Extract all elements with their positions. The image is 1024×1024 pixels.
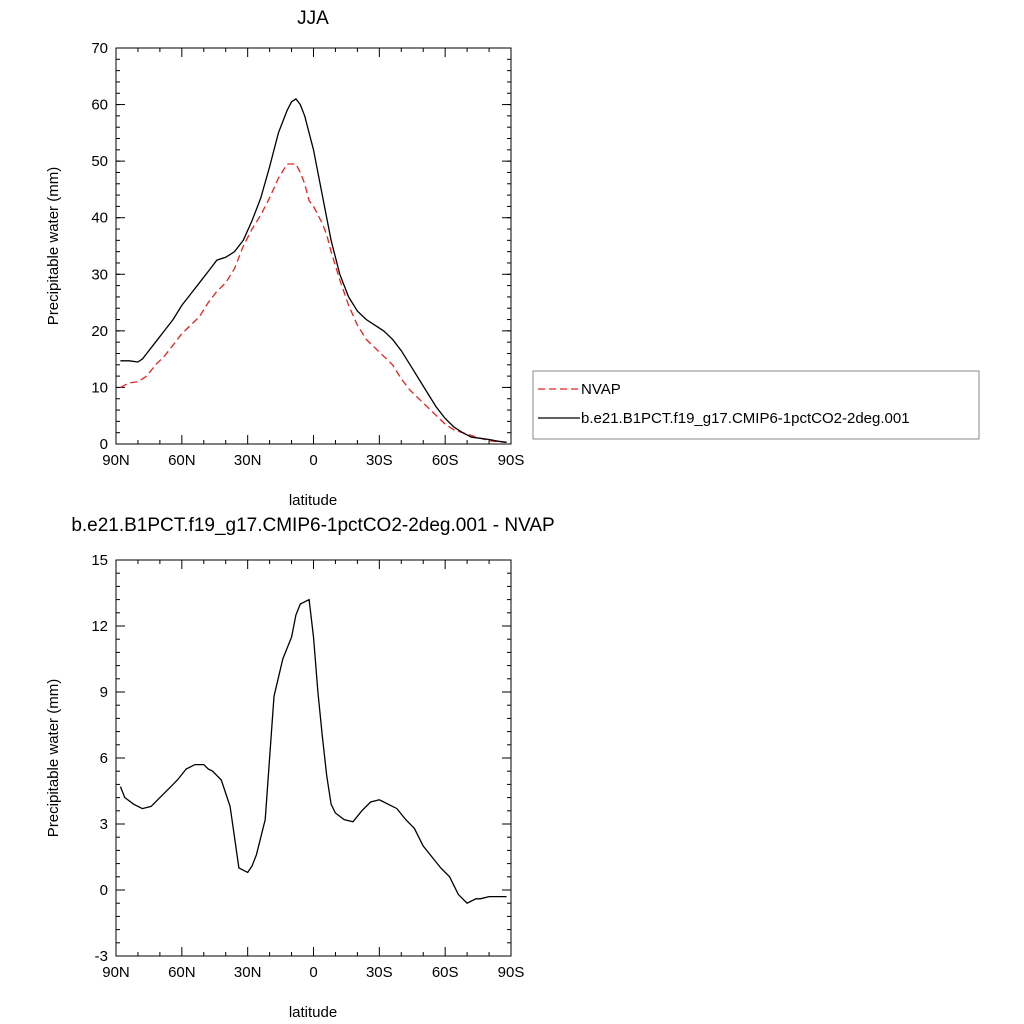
chart-top-ylabel: Precipitable water (mm): [45, 167, 62, 325]
y-tick-label: 0: [100, 882, 108, 899]
legend-box: [532, 370, 980, 440]
x-tick-label: 60S: [432, 964, 459, 981]
legend-entry-model: b.e21.B1PCT.f19_g17.CMIP6-1pctCO2-2deg.0…: [581, 410, 910, 427]
series-line-1: [120, 98, 507, 443]
chart-top-xlabel: latitude: [289, 492, 337, 509]
y-tick-label: 0: [100, 436, 108, 453]
chart-top: JJA 90N 60N 30N 0 30S 60S 90S 0 10 20 30 40 50 60 70 l…: [45, 8, 980, 509]
x-tick-label: 90N: [102, 452, 130, 469]
x-tick-label: 0: [309, 452, 317, 469]
y-tick-label: -3: [95, 948, 108, 965]
chart-top-tick-labels: 90N 60N 30N 0 30S 60S 90S 0 10 20 30 40 50 60 70: [91, 40, 524, 469]
y-tick-label: 12: [91, 618, 108, 635]
y-tick-label: 70: [91, 40, 108, 57]
y-tick-label: 15: [91, 552, 108, 569]
x-tick-label: 90S: [498, 964, 525, 981]
x-tick-label: 30S: [366, 964, 393, 981]
y-tick-label: 60: [91, 97, 108, 114]
chart-bottom-xlabel: latitude: [289, 1004, 337, 1021]
legend-entry-nvap: NVAP: [581, 381, 621, 398]
x-tick-label: 60S: [432, 452, 459, 469]
x-tick-label: 30S: [366, 452, 393, 469]
y-tick-label: 30: [91, 266, 108, 283]
chart-top-title: JJA: [297, 8, 329, 29]
chart-bottom-tick-labels: 90N 60N 30N 0 30S 60S 90S -3 0 3 6 9 12 15: [91, 552, 524, 981]
x-tick-label: 0: [309, 964, 317, 981]
chart-bottom-title: b.e21.B1PCT.f19_g17.CMIP6-1pctCO2-2deg.0…: [71, 515, 554, 536]
chart-bottom-ticks: [115, 559, 512, 957]
y-tick-label: 20: [91, 323, 108, 340]
y-tick-label: 3: [100, 816, 108, 833]
x-tick-label: 60N: [168, 452, 196, 469]
y-tick-label: 10: [91, 379, 108, 396]
x-tick-label: 90S: [498, 452, 525, 469]
y-tick-label: 9: [100, 684, 108, 701]
chart-bottom: b.e21.B1PCT.f19_g17.CMIP6-1pctCO2-2deg.0…: [45, 515, 555, 1021]
x-tick-label: 90N: [102, 964, 130, 981]
chart-bottom-series: [119, 598, 507, 904]
x-tick-label: 30N: [234, 964, 262, 981]
chart-top-frame: [115, 47, 512, 445]
series-line-0: [120, 163, 507, 443]
chart-bottom-ylabel: Precipitable water (mm): [45, 679, 62, 837]
legend: NVAP b.e21.B1PCT.f19_g17.CMIP6-1pctCO2-2…: [532, 370, 980, 440]
y-tick-label: 6: [100, 750, 108, 767]
chart-top-ticks: [115, 47, 512, 445]
chart-bottom-frame: [115, 559, 512, 957]
chart-top-series: [120, 98, 507, 443]
series-line-0: [119, 598, 507, 904]
x-tick-label: 60N: [168, 964, 196, 981]
x-tick-label: 30N: [234, 452, 262, 469]
y-tick-label: 50: [91, 153, 108, 170]
y-tick-label: 40: [91, 210, 108, 227]
